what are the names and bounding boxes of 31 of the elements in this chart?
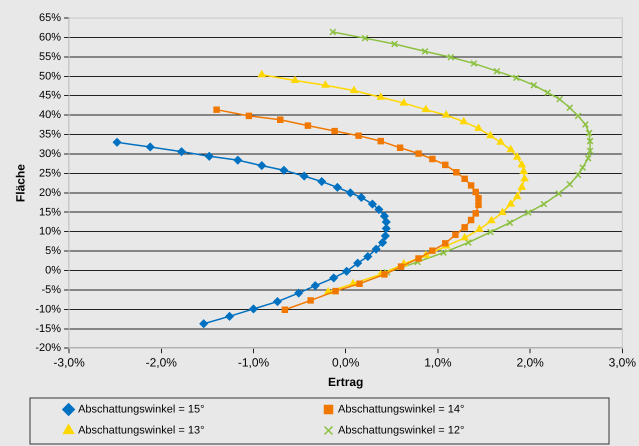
x-tick-label: 3,0%	[608, 356, 636, 370]
x-tick-label: -3,0%	[53, 356, 86, 370]
x-axis-title: Ertrag	[328, 375, 364, 390]
y-tick-label: 10%	[39, 226, 62, 238]
x-tick-label: -2,0%	[146, 356, 178, 370]
y-tick-label: 15%	[39, 206, 62, 218]
y-tick-label: 55%	[39, 50, 62, 63]
y-tick-label: 25%	[39, 167, 62, 180]
y-tick-label: -10%	[35, 303, 62, 316]
y-tick-label: 60%	[39, 31, 62, 44]
legend-label: Abschattungswinkel = 12°	[338, 424, 574, 437]
legend-label: Abschattungswinkel = 14°	[338, 404, 574, 416]
x-tick-label: 0,0%	[332, 356, 360, 370]
y-tick-label: 40%	[39, 109, 62, 122]
x-tick-label: 1,0%	[424, 356, 452, 370]
y-tick-label: -20%	[35, 342, 62, 354]
x-tick-label: -1,0%	[238, 356, 270, 370]
legend-label: Abschattungswinkel = 15°	[78, 404, 315, 416]
y-tick-label: 30%	[39, 148, 62, 160]
y-tick-label: 35%	[39, 128, 62, 141]
y-tick-label: 0%	[45, 264, 62, 277]
y-tick-label: 65%	[39, 12, 62, 24]
y-tick-label: -5%	[42, 284, 62, 296]
legend-label: Abschattungswinkel = 13°	[78, 424, 315, 437]
y-axis-title: Fläche	[14, 164, 28, 202]
y-tick-label: 50%	[39, 70, 62, 82]
y-tick-label: 20%	[39, 186, 62, 199]
y-tick-label: -15%	[35, 322, 62, 335]
y-tick-label: 45%	[39, 90, 62, 102]
y-tick-label: 5%	[45, 245, 62, 258]
x-tick-label: 2,0%	[516, 356, 544, 370]
